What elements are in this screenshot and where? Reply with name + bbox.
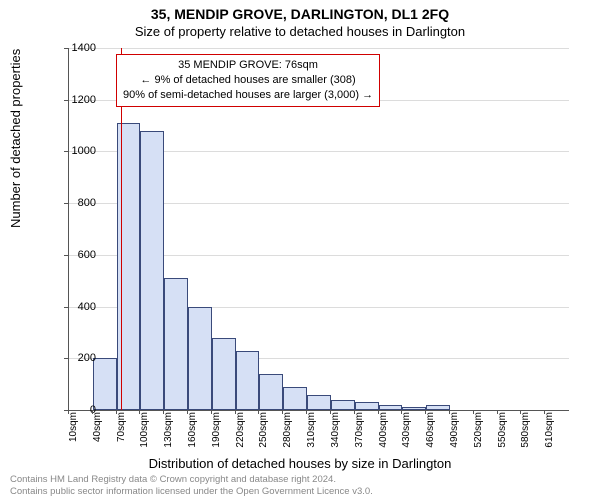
- annotation-line: 35 MENDIP GROVE: 76sqm: [123, 58, 373, 73]
- x-tick-mark: [378, 410, 379, 414]
- x-tick-label: 400sqm: [378, 412, 389, 472]
- x-tick-label: 580sqm: [520, 412, 531, 472]
- x-tick-label: 280sqm: [282, 412, 293, 472]
- x-tick-label: 490sqm: [449, 412, 460, 472]
- x-tick-mark: [520, 410, 521, 414]
- footer-attribution: Contains HM Land Registry data © Crown c…: [10, 474, 373, 498]
- y-tick-mark: [64, 151, 68, 152]
- chart-subtitle: Size of property relative to detached ho…: [0, 24, 600, 39]
- y-axis-label: Number of detached properties: [8, 49, 23, 228]
- y-tick-mark: [64, 48, 68, 49]
- histogram-bar: [402, 407, 426, 410]
- histogram-bar: [259, 374, 283, 410]
- x-tick-label: 610sqm: [544, 412, 555, 472]
- x-tick-label: 340sqm: [330, 412, 341, 472]
- histogram-bar: [331, 400, 355, 410]
- y-tick-label: 1400: [46, 42, 96, 54]
- x-tick-mark: [235, 410, 236, 414]
- x-tick-mark: [425, 410, 426, 414]
- x-tick-label: 220sqm: [235, 412, 246, 472]
- histogram-bar: [164, 278, 188, 410]
- histogram-bar: [355, 402, 379, 410]
- y-tick-label: 1000: [46, 145, 96, 157]
- x-tick-label: 190sqm: [211, 412, 222, 472]
- histogram-bar: [426, 405, 450, 410]
- x-tick-label: 250sqm: [258, 412, 269, 472]
- x-tick-label: 100sqm: [139, 412, 150, 472]
- x-tick-label: 430sqm: [401, 412, 412, 472]
- y-tick-mark: [64, 203, 68, 204]
- y-tick-label: 1200: [46, 94, 96, 106]
- footer-line2: Contains public sector information licen…: [10, 486, 373, 498]
- y-tick-mark: [64, 255, 68, 256]
- x-tick-label: 130sqm: [163, 412, 174, 472]
- x-tick-label: 40sqm: [92, 412, 103, 472]
- x-tick-mark: [92, 410, 93, 414]
- histogram-bar: [212, 338, 236, 410]
- x-tick-mark: [449, 410, 450, 414]
- x-tick-mark: [211, 410, 212, 414]
- x-tick-label: 10sqm: [68, 412, 79, 472]
- x-tick-label: 520sqm: [473, 412, 484, 472]
- footer-line1: Contains HM Land Registry data © Crown c…: [10, 474, 373, 486]
- x-tick-label: 550sqm: [497, 412, 508, 472]
- histogram-bar: [140, 131, 164, 410]
- x-tick-mark: [282, 410, 283, 414]
- gridline: [69, 48, 569, 49]
- y-tick-label: 800: [46, 197, 96, 209]
- x-tick-mark: [544, 410, 545, 414]
- y-tick-label: 600: [46, 249, 96, 261]
- histogram-bar: [307, 395, 331, 411]
- property-size-histogram: { "title": "35, MENDIP GROVE, DARLINGTON…: [0, 0, 600, 500]
- x-tick-mark: [354, 410, 355, 414]
- x-tick-mark: [306, 410, 307, 414]
- x-tick-mark: [68, 410, 69, 414]
- annotation-box: 35 MENDIP GROVE: 76sqm← 9% of detached h…: [116, 54, 380, 107]
- x-tick-mark: [116, 410, 117, 414]
- x-tick-label: 310sqm: [306, 412, 317, 472]
- histogram-bar: [188, 307, 212, 410]
- histogram-bar: [283, 387, 307, 410]
- x-tick-mark: [139, 410, 140, 414]
- x-tick-label: 460sqm: [425, 412, 436, 472]
- x-tick-label: 370sqm: [354, 412, 365, 472]
- y-tick-mark: [64, 358, 68, 359]
- x-tick-mark: [473, 410, 474, 414]
- annotation-line: 90% of semi-detached houses are larger (…: [123, 88, 373, 103]
- x-tick-mark: [258, 410, 259, 414]
- x-tick-label: 160sqm: [187, 412, 198, 472]
- histogram-bar: [379, 405, 403, 410]
- y-tick-label: 400: [46, 301, 96, 313]
- annotation-line: ← 9% of detached houses are smaller (308…: [123, 73, 373, 88]
- x-tick-mark: [163, 410, 164, 414]
- x-tick-mark: [401, 410, 402, 414]
- y-tick-mark: [64, 307, 68, 308]
- x-tick-mark: [497, 410, 498, 414]
- x-tick-mark: [330, 410, 331, 414]
- histogram-bar: [93, 358, 117, 410]
- x-tick-label: 70sqm: [116, 412, 127, 472]
- y-tick-label: 200: [46, 352, 96, 364]
- chart-title: 35, MENDIP GROVE, DARLINGTON, DL1 2FQ: [0, 6, 600, 22]
- x-axis-label: Distribution of detached houses by size …: [0, 456, 600, 471]
- histogram-bar: [117, 123, 141, 410]
- histogram-bar: [236, 351, 260, 410]
- x-tick-mark: [187, 410, 188, 414]
- y-tick-mark: [64, 100, 68, 101]
